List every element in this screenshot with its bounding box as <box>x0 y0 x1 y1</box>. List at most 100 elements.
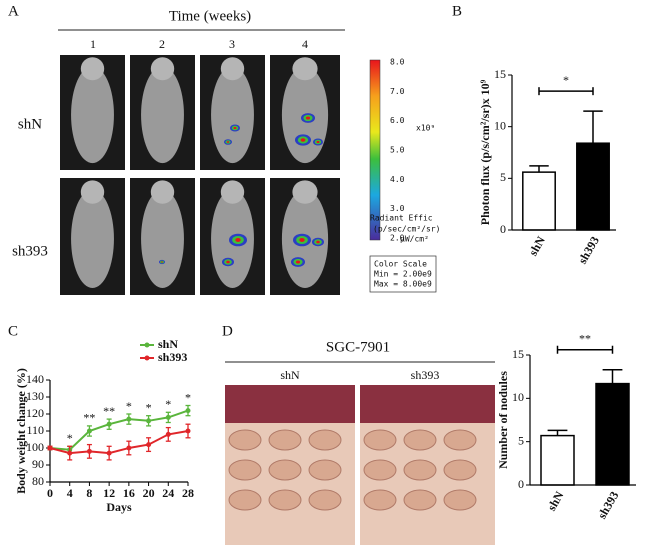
organ <box>268 489 302 511</box>
d-label: sh393 <box>411 368 440 382</box>
color-tick-label: 6.0 <box>390 116 405 125</box>
color-tick-label: 8.0 <box>390 58 405 67</box>
y-tick-label: 0 <box>518 477 524 491</box>
mouse-body <box>71 66 114 164</box>
point <box>146 418 152 424</box>
panel-letter: C <box>8 323 18 339</box>
color-tick-label: 4.0 <box>390 175 405 184</box>
point <box>185 408 191 414</box>
bar <box>522 171 556 231</box>
signal <box>316 240 320 244</box>
x-tick-label: 0 <box>47 486 53 500</box>
scale-box <box>369 255 437 293</box>
signal <box>233 126 237 130</box>
legend-point <box>144 342 150 348</box>
mouse-head <box>150 180 175 204</box>
y-tick-label: 140 <box>26 372 44 386</box>
y-tick-label: 80 <box>32 474 44 488</box>
organ <box>268 459 302 481</box>
y-tick-label: 15 <box>512 347 524 361</box>
y-tick-label: 130 <box>26 389 44 403</box>
bar <box>576 142 610 231</box>
organ <box>363 489 397 511</box>
y-axis-label: Photon flux (p/s/cm²/sr)x 10⁹ <box>478 79 492 225</box>
x-axis-label: Days <box>106 500 132 514</box>
significance: * <box>185 390 191 404</box>
point <box>106 450 112 456</box>
signal <box>295 260 301 264</box>
organ <box>308 489 342 511</box>
panel-letter: B <box>452 3 462 19</box>
legend-point <box>144 355 150 361</box>
legend-label: sh393 <box>158 350 187 364</box>
scale-min: Min = 2.00e9 <box>374 270 432 279</box>
point <box>86 428 92 434</box>
week-label: 2 <box>159 37 165 51</box>
signal <box>299 238 305 242</box>
signal <box>316 140 320 144</box>
y-axis-label: Body weight change (%) <box>14 368 28 494</box>
x-tick-label: sh393 <box>595 489 622 521</box>
y-tick-label: 90 <box>32 457 44 471</box>
organ <box>443 429 477 451</box>
legend-label: shN <box>158 337 178 351</box>
scale-max: Max = 8.00e9 <box>374 280 432 289</box>
color-units: (p/sec/cm²/sr) <box>373 225 440 234</box>
signal <box>161 261 163 263</box>
organ <box>228 489 262 511</box>
week-label: 4 <box>302 37 308 51</box>
panel-letter: A <box>8 3 19 19</box>
organ <box>403 489 437 511</box>
x-tick-label: sh393 <box>575 234 602 266</box>
x-tick-label: 24 <box>162 486 174 500</box>
mouse-head <box>150 57 175 81</box>
mouse-head <box>220 57 245 81</box>
panel-letter: D <box>222 323 233 339</box>
signal <box>226 260 230 264</box>
x-tick-label: 20 <box>143 486 155 500</box>
organ <box>403 459 437 481</box>
mouse-body <box>141 189 184 288</box>
mouse-head <box>80 57 105 81</box>
x-tick-label: shN <box>544 489 566 514</box>
significance: * <box>165 397 171 411</box>
significance: * <box>146 400 152 414</box>
point <box>67 450 73 456</box>
color-tick-label: 5.0 <box>390 146 405 155</box>
organ <box>443 489 477 511</box>
point <box>47 445 53 451</box>
y-tick-label: 5 <box>518 433 524 447</box>
series-line <box>49 409 189 451</box>
photo-top <box>225 385 355 423</box>
organ <box>363 459 397 481</box>
organ <box>268 429 302 451</box>
color-title: Radiant Effic <box>370 214 433 223</box>
y-axis-label: Number of nodules <box>496 371 510 469</box>
bar <box>540 434 575 486</box>
significance: * <box>67 431 73 445</box>
y-tick-label: 10 <box>494 118 506 132</box>
mouse-head <box>292 180 318 204</box>
point <box>165 414 171 420</box>
time-title: Time (weeks) <box>169 8 251 24</box>
photos <box>60 55 495 545</box>
y-tick-label: 5 <box>500 170 506 184</box>
significance: ** <box>579 331 591 345</box>
d-label: shN <box>280 368 300 382</box>
organ <box>308 459 342 481</box>
week-label: 3 <box>229 37 235 51</box>
row-label: shN <box>18 116 42 132</box>
point <box>126 416 132 422</box>
organ <box>308 429 342 451</box>
color-bar-ticks: 8.0 7.0 6.0 5.0 4.0 3.0 2.0 <box>390 58 405 243</box>
point <box>86 448 92 454</box>
mouse-head <box>80 180 105 204</box>
week-label: 1 <box>90 37 96 51</box>
organ <box>228 459 262 481</box>
significance: ** <box>103 404 115 418</box>
significance: ** <box>83 411 95 425</box>
x-tick-label: 16 <box>123 486 135 500</box>
point <box>126 445 132 451</box>
color-units: µW/cm² <box>400 235 429 244</box>
